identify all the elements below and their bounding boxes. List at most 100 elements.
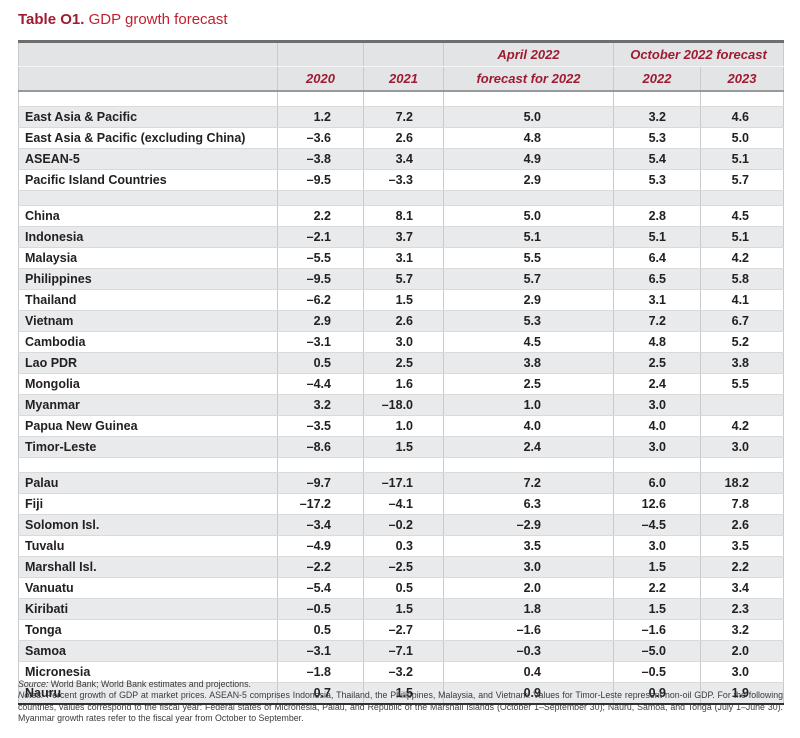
table-row: Cambodia –3.1 3.0 4.5 4.8 5.2 — [18, 331, 784, 353]
cell-value: –2.2 — [277, 556, 364, 578]
table-row: East Asia & Pacific 1.2 7.2 5.0 3.2 4.6 — [18, 106, 784, 128]
table-header: April 2022 October 2022 forecast 2020 20… — [18, 41, 784, 92]
cell-value: –1.6 — [443, 619, 614, 641]
row-label: Tonga — [18, 619, 278, 641]
cell-value: 2.9 — [443, 169, 614, 191]
cell-value: 3.0 — [363, 331, 444, 353]
cell-value: 3.1 — [363, 247, 444, 269]
cell-value: –0.5 — [277, 598, 364, 620]
cell-value — [613, 457, 701, 473]
table-row: China 2.2 8.1 5.0 2.8 4.5 — [18, 205, 784, 227]
cell-value — [443, 190, 614, 206]
cell-value: 3.4 — [700, 577, 784, 599]
cell-value: 12.6 — [613, 493, 701, 515]
source-label: Source: — [18, 679, 49, 689]
cell-value: 5.3 — [613, 127, 701, 149]
spacer-row — [18, 457, 784, 473]
row-label: East Asia & Pacific — [18, 106, 278, 128]
cell-value: 5.3 — [443, 310, 614, 332]
cell-value: –4.9 — [277, 535, 364, 557]
cell-value: –5.0 — [613, 640, 701, 662]
cell-value — [363, 91, 444, 107]
cell-value: 5.7 — [700, 169, 784, 191]
cell-value: –2.1 — [277, 226, 364, 248]
cell-value: 6.5 — [613, 268, 701, 290]
cell-value: 3.7 — [363, 226, 444, 248]
table-row: East Asia & Pacific (excluding China) –3.… — [18, 127, 784, 149]
cell-value: 5.0 — [443, 205, 614, 227]
table-title: Table O1. GDP growth forecast — [18, 11, 228, 28]
cell-value: 4.1 — [700, 289, 784, 311]
row-label: Indonesia — [18, 226, 278, 248]
cell-value: 1.2 — [277, 106, 364, 128]
header-april-2022-line2: forecast for 2022 — [443, 66, 614, 92]
cell-value: 1.5 — [363, 289, 444, 311]
cell-value: –2.5 — [363, 556, 444, 578]
cell-value: –3.8 — [277, 148, 364, 170]
cell-value: 0.9 — [613, 682, 701, 704]
header-empty-label — [18, 41, 278, 67]
cell-value: 2.9 — [443, 289, 614, 311]
cell-value — [700, 394, 784, 416]
cell-value: 5.0 — [700, 127, 784, 149]
cell-value: 3.0 — [613, 436, 701, 458]
header-empty-2020 — [277, 41, 364, 67]
cell-value: 2.6 — [700, 514, 784, 536]
cell-value — [700, 190, 784, 206]
row-label: Myanmar — [18, 394, 278, 416]
cell-value: 5.1 — [443, 226, 614, 248]
header-col-2020: 2020 — [277, 66, 364, 92]
cell-value: 4.0 — [443, 415, 614, 437]
cell-value: 2.6 — [363, 127, 444, 149]
cell-value: 0.7 — [277, 682, 364, 704]
header-october-2022-forecast-group: October 2022 forecast — [613, 41, 784, 67]
table-row: Palau –9.7 –17.1 7.2 6.0 18.2 — [18, 472, 784, 494]
cell-value: 2.4 — [613, 373, 701, 395]
row-label: Solomon Isl. — [18, 514, 278, 536]
cell-value: 0.5 — [277, 619, 364, 641]
table-row: Thailand –6.2 1.5 2.9 3.1 4.1 — [18, 289, 784, 311]
cell-value: 5.7 — [443, 268, 614, 290]
row-label: ASEAN-5 — [18, 148, 278, 170]
row-label: Palau — [18, 472, 278, 494]
cell-value: 3.5 — [443, 535, 614, 557]
row-label: East Asia & Pacific (excluding China) — [18, 127, 278, 149]
cell-value: 3.0 — [613, 535, 701, 557]
cell-value: 1.6 — [363, 373, 444, 395]
cell-value: 5.3 — [613, 169, 701, 191]
cell-value: 3.5 — [700, 535, 784, 557]
cell-value: –1.8 — [277, 661, 364, 683]
cell-value: 4.2 — [700, 247, 784, 269]
cell-value: 7.2 — [443, 472, 614, 494]
row-label: Fiji — [18, 493, 278, 515]
cell-value: 4.2 — [700, 415, 784, 437]
cell-value: 6.3 — [443, 493, 614, 515]
cell-value: 4.0 — [613, 415, 701, 437]
gdp-growth-forecast-table: April 2022 October 2022 forecast 2020 20… — [18, 40, 785, 705]
cell-value: 2.2 — [277, 205, 364, 227]
cell-value: –8.6 — [277, 436, 364, 458]
row-label: Marshall Isl. — [18, 556, 278, 578]
cell-value: 4.8 — [613, 331, 701, 353]
cell-value — [443, 91, 614, 107]
cell-value: 1.5 — [363, 598, 444, 620]
cell-value: 7.2 — [363, 106, 444, 128]
header-empty-label2 — [18, 66, 278, 92]
row-label — [18, 457, 278, 473]
cell-value: 7.8 — [700, 493, 784, 515]
cell-value: –4.1 — [363, 493, 444, 515]
cell-value: 1.5 — [613, 598, 701, 620]
table-row: Philippines –9.5 5.7 5.7 6.5 5.8 — [18, 268, 784, 290]
row-label: Malaysia — [18, 247, 278, 269]
cell-value: 1.5 — [613, 556, 701, 578]
cell-value: 4.6 — [700, 106, 784, 128]
cell-value: –17.1 — [363, 472, 444, 494]
table-row: Nauru 0.7 1.5 0.9 0.9 1.9 — [18, 682, 784, 704]
cell-value: 5.0 — [443, 106, 614, 128]
cell-value: 4.5 — [700, 205, 784, 227]
header-october-col-2022: 2022 — [613, 66, 701, 92]
cell-value — [700, 457, 784, 473]
table-title-text: GDP growth forecast — [88, 11, 228, 28]
cell-value: 3.0 — [613, 394, 701, 416]
cell-value: –0.5 — [613, 661, 701, 683]
